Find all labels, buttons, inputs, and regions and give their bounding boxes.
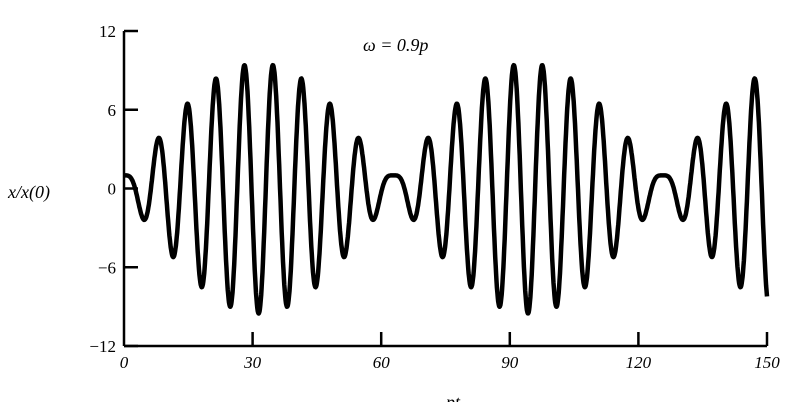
y-tick-label: 0	[108, 180, 117, 199]
x-axis-label: pt	[444, 392, 461, 402]
y-tick-label: −6	[98, 258, 116, 277]
y-tick-label: −12	[89, 337, 116, 356]
axes	[122, 31, 767, 348]
annotation-omega: ω = 0.9p	[363, 35, 428, 55]
x-tick-label: 90	[501, 353, 519, 372]
y-tick-label: 6	[108, 101, 117, 120]
x-tick-label: 0	[120, 353, 129, 372]
series-line	[122, 62, 770, 316]
y-tick-label: 12	[99, 22, 116, 41]
x-tick-label: 150	[754, 353, 780, 372]
x-tick-label: 60	[373, 353, 391, 372]
y-axis-label: x/x(0)	[7, 182, 50, 203]
x-tick-label: 30	[243, 353, 262, 372]
x-tick-label: 120	[626, 353, 652, 372]
